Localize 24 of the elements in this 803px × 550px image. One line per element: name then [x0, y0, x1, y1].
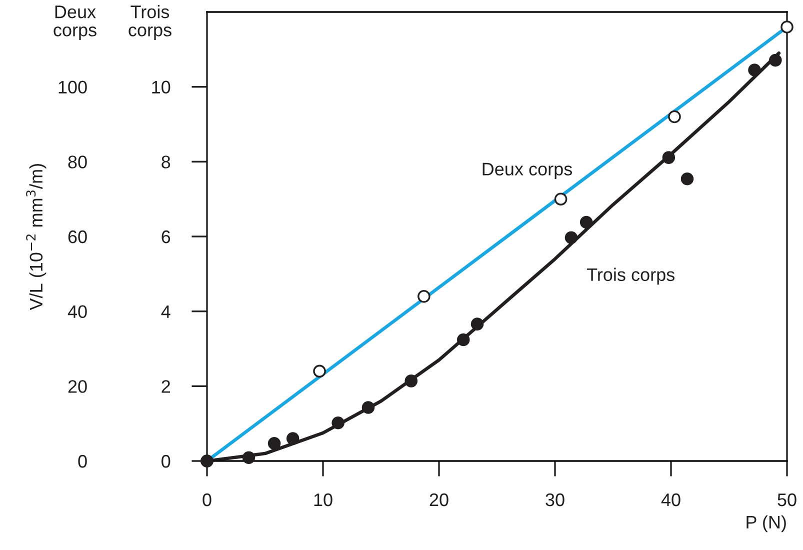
x-tick-label: 30 [546, 493, 564, 506]
y-tick-label: 40 [68, 305, 87, 318]
y2-tick-label: 10 [152, 80, 170, 94]
y-axis-title: V/L (10$^{−2}$ mm$^{3}$/m) [26, 164, 46, 310]
series-label: Deux corps [482, 162, 572, 180]
x-tick-label: 50 [778, 493, 796, 506]
x-tick-label: 0 [202, 493, 212, 506]
text: Deux corps [54, 6, 96, 40]
y-tick-label: 60 [68, 230, 87, 244]
y-tick-label: 0 [78, 454, 87, 468]
x-axis-title: P (N) [746, 515, 786, 532]
y2-tick-label: 6 [162, 230, 170, 244]
series-label: Trois corps [586, 268, 674, 285]
x-tick-label: 10 [314, 493, 332, 506]
y-tick-label: 80 [68, 156, 87, 168]
text: Trois corps [128, 5, 172, 40]
y2-tick-label: 8 [162, 156, 170, 168]
y2-tick-label: 0 [162, 454, 170, 468]
y2-tick-label: 2 [162, 380, 170, 393]
y-tick-label: 20 [68, 380, 87, 393]
y-tick-label: 100 [58, 80, 87, 94]
y2-tick-label: 4 [161, 305, 170, 318]
x-tick-label: 40 [661, 493, 680, 506]
x-tick-label: 20 [430, 493, 448, 506]
